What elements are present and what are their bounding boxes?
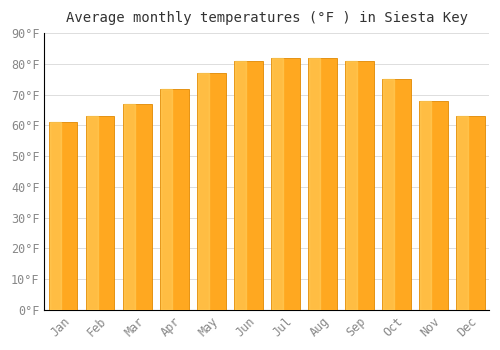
Bar xyxy=(124,104,135,310)
Bar xyxy=(346,61,357,310)
Bar xyxy=(420,101,432,310)
Bar xyxy=(196,73,226,310)
Title: Average monthly temperatures (°F ) in Siesta Key: Average monthly temperatures (°F ) in Si… xyxy=(66,11,468,25)
Bar xyxy=(456,116,485,310)
Bar xyxy=(382,79,410,310)
Bar xyxy=(234,61,262,310)
Bar xyxy=(235,61,246,310)
Bar xyxy=(161,89,172,310)
Bar xyxy=(272,58,283,310)
Bar xyxy=(160,89,188,310)
Bar xyxy=(384,79,394,310)
Bar xyxy=(50,122,61,310)
Bar xyxy=(122,104,152,310)
Bar xyxy=(48,122,78,310)
Bar xyxy=(309,58,320,310)
Bar xyxy=(87,116,98,310)
Bar xyxy=(458,116,468,310)
Bar xyxy=(345,61,374,310)
Bar xyxy=(271,58,300,310)
Bar xyxy=(419,101,448,310)
Bar xyxy=(86,116,114,310)
Bar xyxy=(198,73,209,310)
Bar xyxy=(308,58,336,310)
